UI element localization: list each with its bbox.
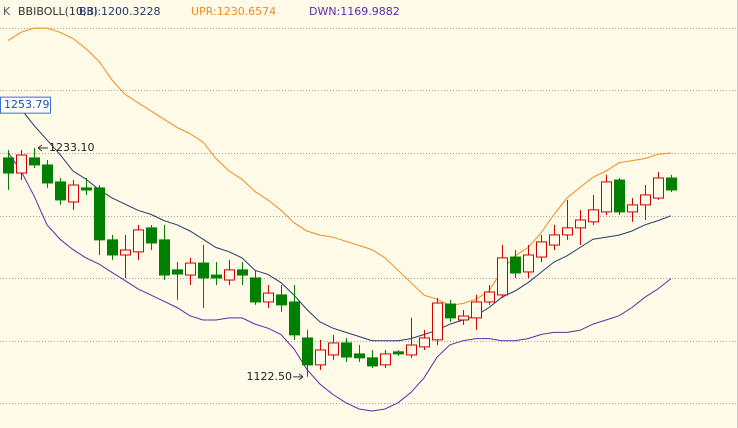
candle-body <box>419 337 430 348</box>
candle-body <box>523 254 534 273</box>
candle-body <box>16 154 27 174</box>
candle-body <box>68 184 79 203</box>
candle-body <box>172 269 183 275</box>
candle-body <box>406 344 417 356</box>
candle-body <box>562 227 573 236</box>
candle-body <box>380 353 391 366</box>
candle-body <box>445 303 456 319</box>
candle-body <box>237 269 248 276</box>
candle-body <box>549 234 560 246</box>
price-label-box <box>0 96 51 114</box>
band-line <box>7 100 672 342</box>
candle-body <box>653 177 664 199</box>
candle-body <box>471 301 482 319</box>
legend-entry: DWN:1169.9882 <box>309 5 400 18</box>
low-label: 1122.50 <box>247 370 293 383</box>
candle-body <box>328 342 339 356</box>
candle-body <box>341 342 352 358</box>
candle-body <box>133 229 144 253</box>
candle-body <box>497 257 508 296</box>
candle-body <box>666 177 677 191</box>
candle-body <box>211 274 222 279</box>
indicator-title: BBIBOLL(10,3) <box>18 5 98 18</box>
band-line <box>7 152 672 412</box>
candle-body <box>588 209 599 223</box>
candle-body <box>575 219 586 229</box>
candle-body <box>55 181 66 201</box>
candle-body <box>42 164 53 184</box>
k-label: K <box>3 5 11 18</box>
candle-body <box>367 357 378 367</box>
candle-body <box>393 351 404 355</box>
candle-body <box>289 301 300 336</box>
candle-body <box>536 241 547 258</box>
candle-body <box>107 239 118 256</box>
candle-body <box>484 291 495 303</box>
band-line <box>7 27 672 307</box>
candle-body <box>250 277 261 303</box>
candle-body <box>3 157 14 174</box>
annotation-arrowhead <box>298 373 304 381</box>
legend-entry: BBI:1200.3228 <box>79 5 161 18</box>
candle-body <box>276 294 287 306</box>
candle-body <box>198 262 209 279</box>
candle-body <box>94 187 105 241</box>
candle-body <box>159 239 170 276</box>
candle-body <box>263 292 274 303</box>
candle-body <box>120 249 131 256</box>
candle-body <box>146 227 157 244</box>
candle-body <box>432 302 443 341</box>
candle-body <box>354 353 365 359</box>
candle-body <box>315 349 326 366</box>
price-label: 1253.79 <box>4 98 50 111</box>
candle-body <box>185 262 196 276</box>
candle-body <box>614 179 625 213</box>
candle-body <box>224 269 235 281</box>
annotation-arrowhead <box>37 144 43 152</box>
candle-body <box>510 256 521 274</box>
candle-body <box>458 315 469 321</box>
candle-body <box>302 337 313 366</box>
candle-body <box>601 181 612 213</box>
candle-body <box>81 187 92 191</box>
candle-body <box>627 204 638 213</box>
candle-body <box>640 194 651 206</box>
legend-entry: UPR:1230.6574 <box>191 5 276 18</box>
high-label: 1233.10 <box>49 141 95 154</box>
candle-body <box>29 157 40 166</box>
